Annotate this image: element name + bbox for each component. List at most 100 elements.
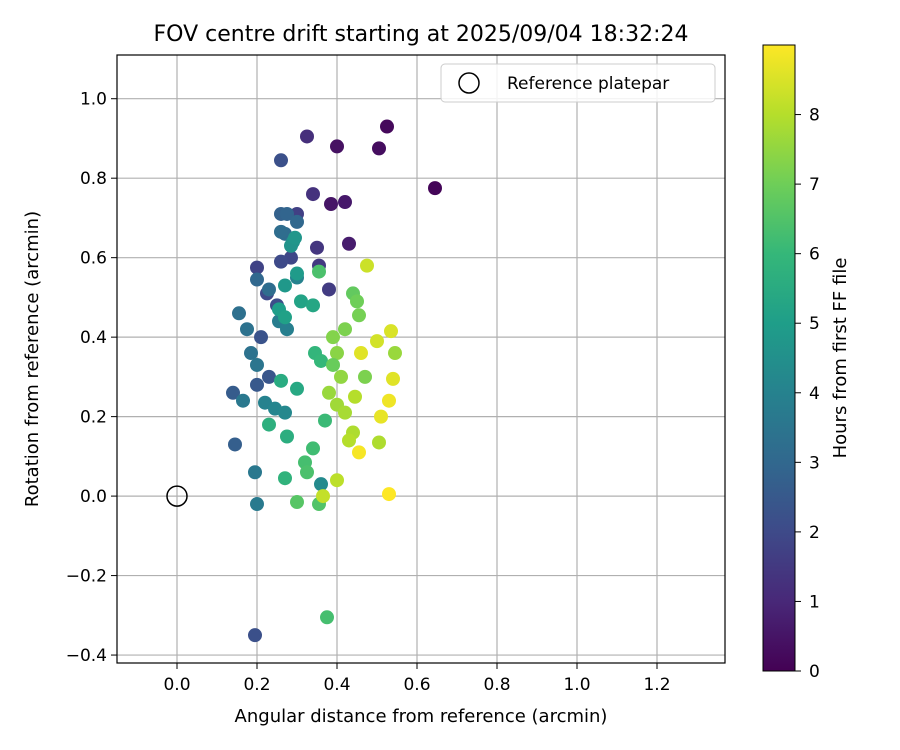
data-point: [372, 435, 386, 450]
data-point: [326, 357, 340, 372]
y-tick-label: 0.2: [80, 408, 107, 428]
colorbar-tick-label: 4: [809, 384, 820, 404]
data-point: [316, 489, 330, 504]
y-tick-label: 0.8: [80, 169, 107, 189]
data-point: [338, 322, 352, 337]
colorbar-tick-label: 5: [809, 314, 820, 334]
colorbar-tick-label: 0: [809, 662, 820, 682]
data-point: [322, 282, 336, 297]
data-point: [274, 254, 288, 269]
legend: Reference platepar: [440, 63, 716, 103]
data-point: [342, 236, 356, 251]
data-point: [250, 272, 264, 287]
data-point: [334, 369, 348, 384]
colorbar-tick-label: 3: [809, 453, 820, 473]
plot-frame: [116, 54, 726, 664]
colorbar-tick-label: 8: [809, 106, 820, 126]
data-point: [300, 129, 314, 144]
x-tick-label: 0.4: [323, 675, 350, 695]
data-point: [314, 353, 328, 368]
data-point: [228, 437, 242, 452]
data-point: [278, 310, 292, 325]
data-point: [278, 405, 292, 420]
data-point: [232, 306, 246, 321]
data-point: [262, 417, 276, 432]
colorbar-ticks: 0 1 2 3 4 5 6 7 8: [795, 106, 820, 682]
legend-marker-icon: [458, 72, 480, 94]
legend-box: [440, 63, 716, 103]
data-point: [318, 413, 332, 428]
reference-platepar-marker: [166, 485, 188, 507]
data-point: [278, 471, 292, 486]
chart-title: FOV centre drift starting at 2025/09/04 …: [154, 22, 689, 47]
data-point: [352, 308, 366, 323]
data-point: [384, 324, 398, 339]
data-point: [290, 495, 304, 510]
data-point: [320, 610, 334, 625]
data-point: [352, 445, 366, 460]
x-axis-ticks: 0.0 0.2 0.4 0.6 0.8 1.0 1.2: [163, 663, 671, 695]
data-point: [280, 429, 294, 444]
data-point: [248, 465, 262, 480]
y-tick-label: 0.6: [80, 249, 107, 269]
colorbar-tick-label: 7: [809, 175, 820, 195]
colorbar: [762, 44, 796, 672]
data-point: [358, 369, 372, 384]
data-point: [382, 487, 396, 502]
data-point: [326, 330, 340, 345]
data-point: [342, 433, 356, 448]
data-point: [226, 385, 240, 400]
data-point: [324, 197, 338, 212]
y-tick-label: 0.4: [80, 328, 107, 348]
data-point: [338, 405, 352, 420]
y-axis-label: Rotation from reference (arcmin): [22, 211, 43, 507]
data-point: [280, 322, 294, 337]
data-point: [382, 393, 396, 408]
data-point: [274, 153, 288, 168]
colorbar-tick-label: 6: [809, 245, 820, 265]
x-tick-label: 0.6: [403, 675, 430, 695]
data-point: [254, 330, 268, 345]
data-point: [428, 181, 442, 196]
data-point: [300, 465, 314, 480]
data-point: [374, 409, 388, 424]
data-point: [330, 139, 344, 154]
data-point: [250, 497, 264, 512]
data-point: [290, 214, 304, 229]
x-tick-label: 0.2: [243, 675, 270, 695]
data-point: [306, 441, 320, 456]
data-point: [280, 206, 294, 221]
data-point: [306, 298, 320, 313]
data-point: [294, 294, 308, 309]
data-point: [288, 230, 302, 245]
data-point: [306, 187, 320, 202]
data-point: [388, 346, 402, 361]
y-tick-label: −0.2: [66, 567, 107, 587]
data-point: [236, 393, 250, 408]
x-axis-label: Angular distance from reference (arcmin): [235, 706, 608, 727]
data-point: [330, 346, 344, 361]
data-point: [310, 240, 324, 255]
y-gridlines: [117, 98, 725, 656]
data-point: [290, 381, 304, 396]
data-point: [314, 477, 328, 492]
data-point: [370, 334, 384, 349]
y-tick-label: 0.0: [80, 487, 107, 507]
data-point: [244, 346, 258, 361]
y-axis-ticks: −0.4 −0.2 0.0 0.2 0.4 0.6 0.8 1.0: [66, 90, 117, 666]
data-point: [274, 373, 288, 388]
data-point: [330, 473, 344, 488]
data-point: [262, 282, 276, 297]
data-point: [240, 322, 254, 337]
data-point: [360, 258, 374, 273]
y-tick-label: 1.0: [80, 90, 107, 110]
data-point: [274, 224, 288, 239]
data-points: [226, 119, 442, 643]
colorbar-label: Hours from first FF file: [830, 258, 851, 459]
x-tick-label: 1.0: [563, 675, 590, 695]
data-point: [354, 346, 368, 361]
data-point: [250, 377, 264, 392]
data-point: [380, 119, 394, 134]
data-point: [350, 294, 364, 309]
